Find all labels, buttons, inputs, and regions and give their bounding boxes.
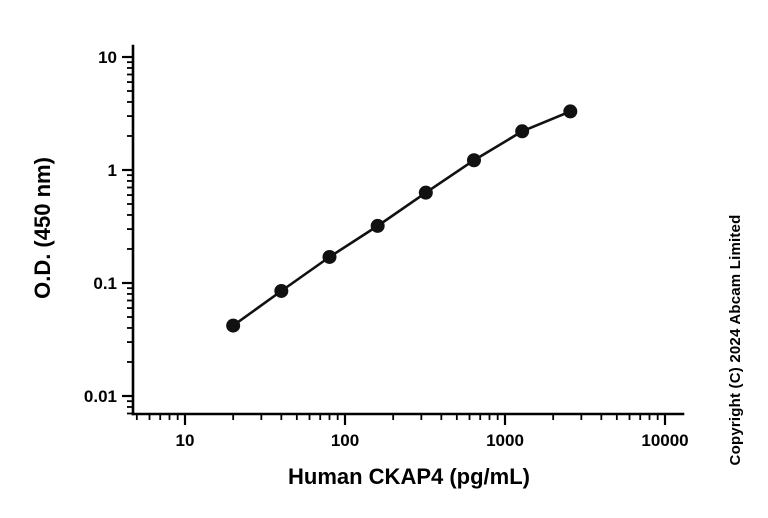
- x-tick-label: 100: [331, 431, 359, 450]
- data-point-marker: [370, 218, 385, 233]
- copyright-text: Copyright (C) 2024 Abcam Limited: [727, 215, 744, 466]
- data-point-marker: [515, 124, 530, 139]
- x-axis-label: Human CKAP4 (pg/mL): [288, 464, 530, 489]
- data-point-marker: [466, 153, 481, 168]
- y-tick-label: 0.01: [84, 387, 117, 406]
- plot-area: 10 100 1000 10000 0.01 0.1 1 10: [84, 44, 689, 450]
- y-axis-label: O.D. (450 nm): [30, 157, 55, 299]
- data-point-marker: [563, 104, 578, 119]
- y-tick-label: 1: [108, 161, 117, 180]
- data-point-marker: [226, 318, 241, 333]
- standard-curve-line: [232, 110, 571, 327]
- x-tick-label: 10: [176, 431, 195, 450]
- data-point-marker: [418, 185, 433, 200]
- y-tick-label: 10: [98, 48, 117, 67]
- x-tick-label: 1000: [486, 431, 524, 450]
- data-point-marker: [274, 283, 289, 298]
- data-point-marker: [322, 249, 337, 264]
- y-tick-label: 0.1: [93, 274, 117, 293]
- x-tick-label: 10000: [641, 431, 688, 450]
